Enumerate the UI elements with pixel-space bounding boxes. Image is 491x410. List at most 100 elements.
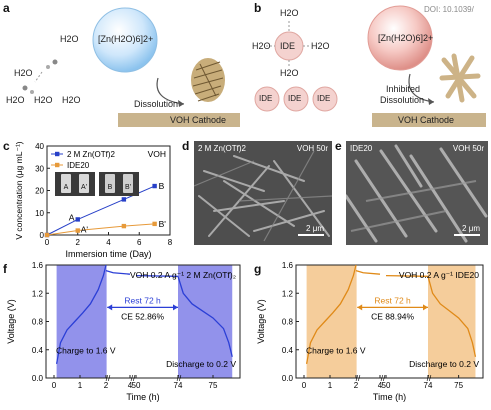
- hydrated-ion-label: [Zn(H2O)6]2+: [378, 33, 434, 43]
- y-tick-label: 0.8: [282, 318, 294, 327]
- arrow-head-icon: [107, 304, 113, 311]
- ide-label: IDE: [317, 94, 331, 103]
- panel-label-f: f: [3, 262, 7, 276]
- axis-break-icon: //: [381, 374, 386, 383]
- vial-icon: [105, 174, 115, 193]
- ide-label: IDE: [288, 94, 302, 103]
- data-point: [75, 228, 80, 233]
- panel-label-g: g: [254, 262, 262, 276]
- arrow-head-icon: [357, 304, 363, 311]
- axis-break-icon: //: [356, 374, 361, 383]
- x-tick-label: 50: [382, 381, 391, 390]
- ce-label: CE 52.86%: [121, 311, 164, 321]
- inhibited-label: Inhibited: [386, 84, 421, 94]
- vial-label: B': [125, 184, 131, 191]
- vial-icon: [79, 174, 89, 193]
- water-molecule-icon: [46, 59, 58, 69]
- water-label: H2O: [311, 41, 330, 51]
- charge-curve: [305, 264, 357, 364]
- panel-label-d: d: [182, 139, 190, 153]
- x-tick-label: 75: [454, 381, 463, 390]
- x-tick-label: 74: [174, 381, 183, 390]
- rest-curve: [135, 274, 178, 277]
- x-tick-label: 2: [76, 238, 81, 247]
- voh-crystal-icon: [439, 53, 481, 103]
- panel-label-e: e: [335, 139, 342, 153]
- discharge-curve: [177, 276, 233, 357]
- x-tick-label: 4: [106, 238, 111, 247]
- x-tick-label: 50: [132, 381, 141, 390]
- x-tick-label: 74: [424, 381, 433, 390]
- scale-bar: [454, 234, 480, 236]
- water-label: H2O: [14, 68, 33, 78]
- charge-region: [56, 265, 107, 378]
- x-tick-label: 0: [302, 381, 307, 390]
- chart-title: VOH 0.2 A g⁻¹ 2 M Zn(OTf)₂: [130, 270, 236, 280]
- scale-label: 2 μm: [306, 224, 324, 233]
- point-label: B': [159, 219, 167, 229]
- rest-curve: [355, 270, 381, 275]
- chart-tag: VOH: [148, 149, 166, 159]
- y-tick-label: 0.0: [282, 374, 294, 383]
- rest-curve: [385, 274, 428, 277]
- axis-break-icon: //: [106, 374, 111, 383]
- water-molecule-icon: [22, 85, 34, 94]
- hydrated-ion-label: [Zn(H2O)6]2+: [98, 34, 154, 44]
- water-label: H2O: [252, 41, 271, 51]
- water-label: H2O: [34, 95, 53, 105]
- legend-label: IDE20: [67, 161, 90, 170]
- series-line: [46, 223, 155, 236]
- y-tick-label: 10: [35, 209, 44, 218]
- panel-label-c: c: [3, 139, 10, 153]
- x-tick-label: 4: [378, 381, 383, 390]
- rest-label: Rest 72 h: [124, 295, 161, 305]
- ce-label: CE 88.94%: [371, 311, 414, 321]
- charge-label: Charge to 1.6 V: [306, 345, 366, 355]
- y-tick-label: 1.6: [282, 261, 294, 270]
- ide-label: IDE: [259, 94, 273, 103]
- x-tick-label: 6: [137, 238, 142, 247]
- cathode-substrate: [372, 113, 486, 127]
- vial-label: A': [81, 184, 87, 191]
- legend-label: 2 M Zn(OTf)2: [67, 150, 116, 159]
- scale-label: 2 μm: [462, 224, 480, 233]
- x-axis-label: Time (h): [373, 392, 406, 402]
- y-axis-label: Voltage (V): [6, 299, 16, 344]
- y-tick-label: 0.8: [32, 318, 44, 327]
- x-axis-label: Time (h): [126, 392, 159, 402]
- y-axis-label: Voltage (V): [256, 299, 266, 344]
- cathode-substrate: [118, 113, 240, 127]
- sem-texture: [346, 141, 488, 245]
- vial-label: A: [64, 184, 69, 191]
- panel-label-b: b: [254, 1, 262, 15]
- x-tick-label: 0: [52, 381, 57, 390]
- y-tick-label: 40: [35, 142, 44, 151]
- charge-label: Charge to 1.6 V: [56, 345, 116, 355]
- panel-label-a: a: [3, 1, 10, 15]
- doi-text: DOI: 10.1039/: [424, 5, 474, 14]
- y-tick-label: 1.6: [32, 261, 44, 270]
- y-tick-label: 20: [35, 187, 44, 196]
- chart-c: 0 2 4 6 8 0 10 20 30 40 Immersion time (Day) V conc…: [14, 141, 173, 259]
- y-tick-label: 1.2: [282, 289, 294, 298]
- charge-curve: [55, 264, 107, 364]
- y-tick-label: 0.4: [282, 346, 294, 355]
- sem-label: IDE20: [350, 144, 373, 153]
- discharge-region: [428, 265, 476, 378]
- x-tick-label: 2: [104, 381, 109, 390]
- sem-texture: [194, 141, 332, 245]
- chart-g: 0.0 0.4 0.8 1.2 1.6 0 1 2 4 50 74 75 // // // Time (h) V…: [256, 261, 484, 402]
- water-label: H2O: [60, 34, 79, 44]
- water-label: H2O: [6, 95, 25, 105]
- y-axis-label: V concentration (μg mL⁻¹): [14, 141, 24, 239]
- data-point: [121, 223, 127, 229]
- sem-image-e: IDE20 VOH 50r 2 μm: [346, 141, 488, 245]
- discharge-region: [178, 265, 233, 378]
- data-point: [152, 221, 157, 227]
- series-line: [46, 185, 155, 236]
- cathode-label: VOH Cathode: [170, 115, 227, 125]
- charge-region: [306, 265, 357, 378]
- legend-marker: [55, 162, 60, 168]
- dissolution-label: Dissolution: [380, 95, 425, 105]
- vial-label: B: [108, 184, 113, 191]
